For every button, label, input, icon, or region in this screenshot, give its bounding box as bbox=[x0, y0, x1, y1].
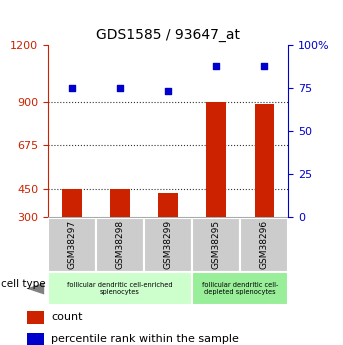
Polygon shape bbox=[26, 283, 44, 295]
Point bbox=[165, 89, 171, 94]
Bar bbox=[158, 193, 178, 217]
Point bbox=[117, 85, 123, 91]
Bar bbox=[110, 189, 130, 217]
Bar bbox=[48, 272, 192, 305]
Text: cell type: cell type bbox=[1, 279, 46, 289]
Text: follicular dendritic cell-
depleted splenocytes: follicular dendritic cell- depleted sple… bbox=[202, 282, 278, 295]
Text: count: count bbox=[51, 312, 83, 322]
Point bbox=[261, 63, 267, 68]
Bar bbox=[206, 102, 226, 217]
Text: GSM38297: GSM38297 bbox=[68, 220, 76, 269]
Text: GSM38295: GSM38295 bbox=[212, 220, 221, 269]
Bar bbox=[27, 333, 44, 345]
Text: GSM38298: GSM38298 bbox=[116, 220, 125, 269]
Bar bbox=[144, 218, 192, 272]
Bar bbox=[96, 218, 144, 272]
Title: GDS1585 / 93647_at: GDS1585 / 93647_at bbox=[96, 28, 240, 42]
Text: percentile rank within the sample: percentile rank within the sample bbox=[51, 334, 239, 344]
Bar bbox=[240, 218, 288, 272]
Bar bbox=[192, 218, 240, 272]
Text: GSM38299: GSM38299 bbox=[164, 220, 173, 269]
Text: GSM38296: GSM38296 bbox=[260, 220, 269, 269]
Point bbox=[69, 85, 75, 91]
Bar bbox=[192, 272, 288, 305]
Text: follicular dendritic cell-enriched
splenocytes: follicular dendritic cell-enriched splen… bbox=[67, 282, 173, 295]
Bar bbox=[48, 218, 96, 272]
Bar bbox=[62, 189, 82, 217]
Bar bbox=[255, 104, 274, 217]
Point bbox=[213, 63, 219, 68]
Bar bbox=[27, 310, 44, 324]
